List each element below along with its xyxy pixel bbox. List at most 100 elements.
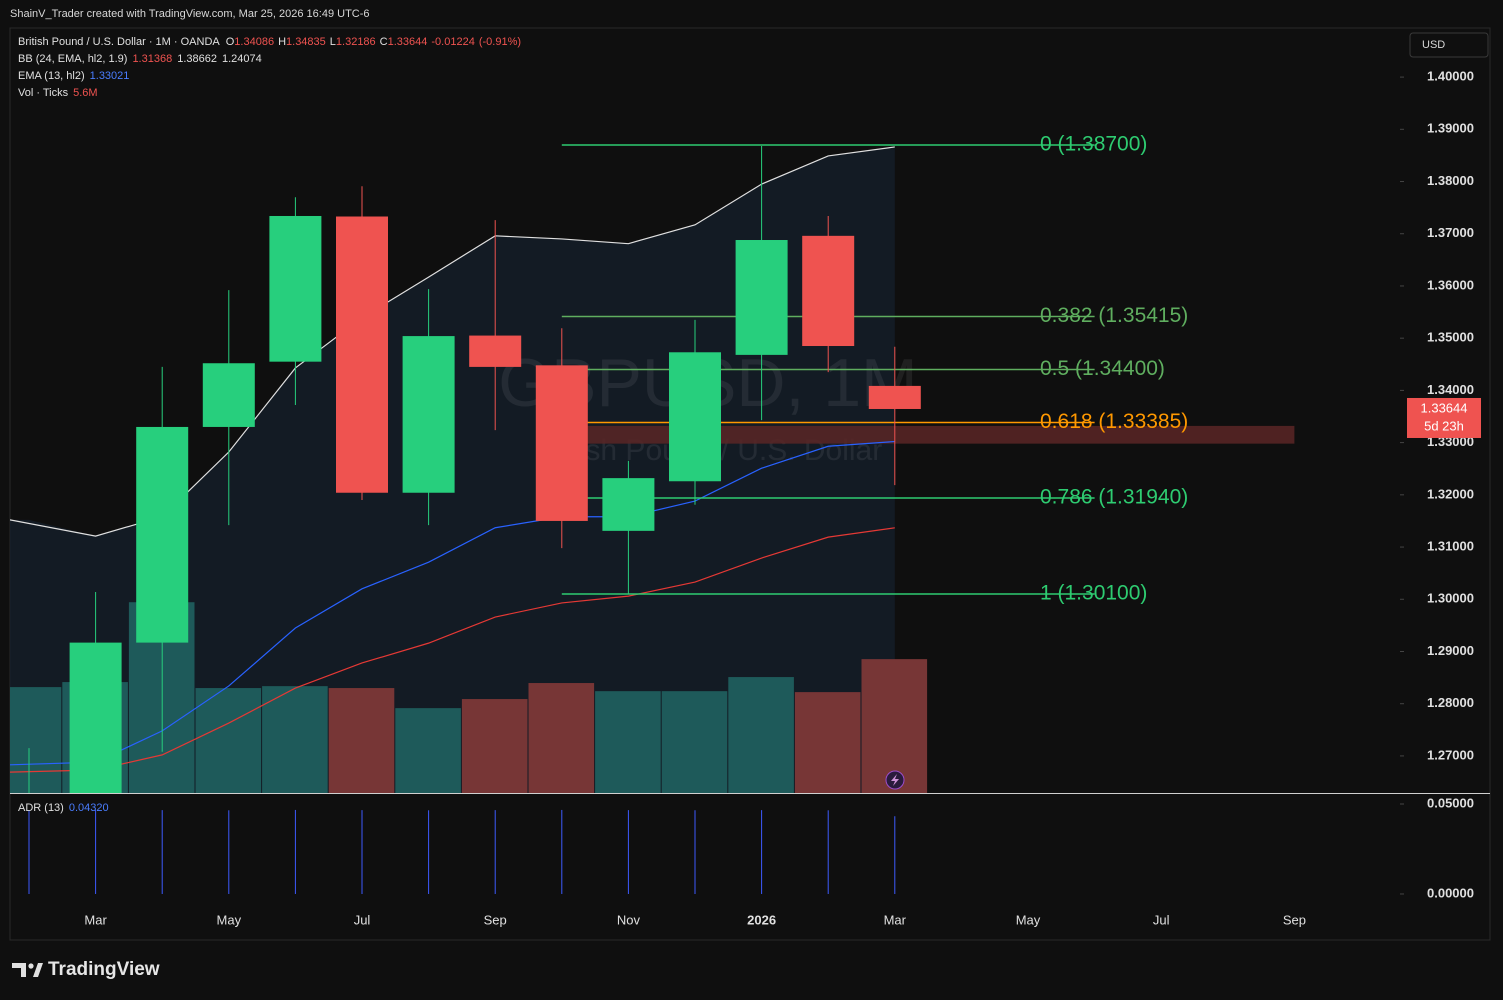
volume-bar	[661, 691, 728, 793]
legend-item: (-0.91%)	[479, 36, 521, 48]
fib-label: 0 (1.38700)	[1040, 133, 1147, 156]
bb-basis	[10, 527, 895, 773]
brand-logo	[12, 963, 43, 977]
y-tick-label: 1.38000	[1427, 173, 1474, 188]
legend-item: Vol · Ticks	[18, 87, 69, 99]
x-tick-label: 2026	[747, 912, 776, 927]
y-tick-label: 1.37000	[1427, 225, 1474, 240]
y-tick-label: 1.34000	[1427, 382, 1474, 397]
y-tick-label: 1.39000	[1427, 121, 1474, 136]
volume-bar	[728, 677, 794, 793]
candle-body	[69, 642, 122, 793]
x-tick-label: May	[1016, 912, 1041, 927]
brand: TradingView	[48, 959, 160, 980]
volume-bar	[461, 699, 528, 793]
logo-dot	[28, 963, 34, 969]
candle-body	[202, 363, 255, 427]
legend-item: 1.34086	[234, 36, 274, 48]
credit: ShainV_Trader created with TradingView.c…	[10, 8, 370, 20]
y-tick-label: 1.29000	[1427, 643, 1474, 658]
x-tick-label: Sep	[484, 912, 507, 927]
price-tag	[1407, 397, 1481, 438]
x-tick-label: Jul	[354, 912, 371, 927]
legend-item: 1.34835	[286, 36, 326, 48]
candle-body	[868, 385, 921, 409]
y-tick-label: 1.30000	[1427, 591, 1474, 606]
x-tick-label: May	[217, 912, 242, 927]
candle-body	[469, 335, 522, 367]
fib-label: 0.786 (1.31940)	[1040, 486, 1188, 509]
candle-body	[336, 216, 388, 493]
x-tick-label: Sep	[1283, 912, 1306, 927]
legend-item: 1.33021	[90, 70, 130, 82]
legend-row: British Pound / U.S. Dollar · 1M · OANDA…	[18, 36, 521, 48]
x-tick-label: Nov	[617, 912, 641, 927]
adr-pane	[28, 809, 896, 894]
legend-item: ADR (13)	[18, 802, 64, 814]
ema-line	[10, 440, 895, 766]
lightning-glyph	[891, 774, 899, 786]
legend-row: Vol · Ticks 5.6M	[18, 87, 98, 99]
candle-body	[535, 365, 588, 521]
candle-body	[402, 336, 455, 493]
y-tick-label: 1.28000	[1427, 695, 1474, 710]
volume-bar	[10, 687, 62, 793]
fib-label: 1 (1.30100)	[1040, 582, 1147, 605]
legend-item: BB (24, EMA, hl2, 1.9)	[18, 53, 127, 65]
x-tick-label: Mar	[84, 912, 107, 927]
y-tick-label: 1.32000	[1427, 486, 1474, 501]
legend-item: EMA (13, hl2)	[18, 70, 85, 82]
logo-shape	[33, 963, 43, 977]
legend-item: British Pound / U.S. Dollar · 1M · OANDA	[18, 36, 220, 48]
price-tag-countdown: 5d 23h	[1424, 418, 1464, 433]
volume-bar	[528, 683, 595, 793]
logo-shape	[12, 963, 26, 977]
volume-bar	[794, 692, 861, 793]
fib-label: 0.382 (1.35415)	[1040, 304, 1188, 327]
adr-tick-label: 0.00000	[1427, 885, 1474, 900]
volume-bar	[595, 691, 661, 793]
candle-body	[735, 240, 788, 355]
overlay: 1.40000 1.39000 1.38000 1.37000 1.36000 1.350…	[18, 36, 1481, 927]
y-tick-label: 1.36000	[1427, 277, 1474, 292]
legend-item: H	[278, 36, 286, 48]
volume-bar	[195, 688, 262, 793]
legend-item: O	[226, 36, 235, 48]
candle-body	[602, 478, 655, 531]
candle-body	[669, 352, 721, 482]
y-tick-label: 1.35000	[1427, 330, 1474, 345]
x-tick-label: Jul	[1153, 912, 1170, 927]
x-tick-label: Mar	[884, 912, 907, 927]
fib-label: 0.5 (1.34400)	[1040, 357, 1165, 380]
y-tick-label: 1.40000	[1427, 69, 1474, 84]
legend-item: 0.04320	[69, 802, 109, 814]
volume-bar	[328, 688, 395, 793]
currency-box[interactable]	[1409, 32, 1489, 58]
legend-item: 1.38662	[177, 53, 217, 65]
currency: USD	[1422, 39, 1445, 51]
y-tick-label: 1.31000	[1427, 538, 1474, 553]
volume-bar	[395, 708, 461, 793]
legend-item: 1.24074	[222, 53, 262, 65]
candle-body	[802, 235, 855, 347]
legend-row: ADR (13) 0.04320	[18, 802, 109, 814]
legend-item: 1.31368	[132, 53, 172, 65]
candle-body	[269, 215, 322, 362]
legend-item: -0.01224	[431, 36, 474, 48]
zone	[561, 425, 1295, 444]
legend-item: 1.32186	[336, 36, 376, 48]
legend-row: EMA (13, hl2) 1.33021	[18, 70, 129, 82]
legend-item: 1.33644	[388, 36, 428, 48]
legend-item: 5.6M	[73, 87, 97, 99]
candle-body	[136, 426, 189, 643]
y-tick-label: 1.27000	[1427, 747, 1474, 762]
legend-item: L	[330, 36, 336, 48]
legend-row: BB (24, EMA, hl2, 1.9) 1.31368 1.38662 1.24…	[18, 53, 262, 65]
volume-bar	[262, 686, 328, 793]
fib-label: 0.618 (1.33385)	[1040, 410, 1188, 433]
legend-item: C	[380, 36, 388, 48]
price-tag-value: 1.33644	[1421, 400, 1468, 415]
